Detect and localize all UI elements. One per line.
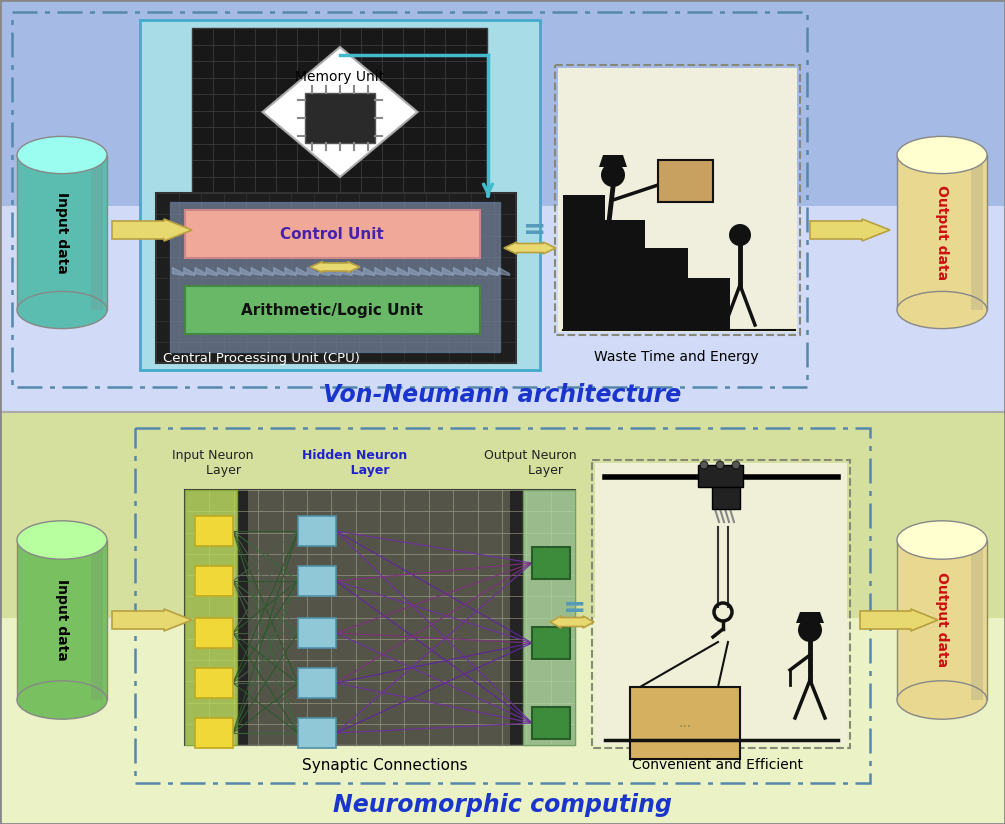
Bar — [523, 490, 575, 745]
Text: Von-Neumann architecture: Von-Neumann architecture — [323, 383, 681, 407]
Bar — [298, 618, 336, 648]
Text: Output data: Output data — [935, 185, 949, 280]
Text: Waste Time and Energy: Waste Time and Energy — [594, 350, 759, 364]
Bar — [298, 668, 336, 698]
Polygon shape — [504, 242, 556, 254]
Ellipse shape — [17, 681, 107, 719]
Bar — [971, 540, 983, 700]
Polygon shape — [112, 219, 192, 241]
Bar — [185, 490, 237, 745]
Bar — [897, 540, 987, 700]
Circle shape — [729, 224, 751, 246]
Bar — [897, 155, 987, 310]
Bar — [532, 707, 570, 739]
Bar — [195, 718, 233, 748]
Bar — [185, 490, 575, 745]
Bar — [298, 718, 336, 748]
Text: Neuromorphic computing: Neuromorphic computing — [333, 793, 671, 817]
Bar — [195, 516, 233, 546]
Ellipse shape — [17, 521, 107, 559]
Bar — [248, 490, 510, 745]
Text: =: = — [564, 594, 587, 622]
Bar — [698, 465, 743, 487]
Bar — [185, 210, 480, 258]
Bar — [91, 540, 103, 700]
Ellipse shape — [897, 681, 987, 719]
Bar — [12, 12, 807, 387]
Bar — [532, 547, 570, 579]
Bar — [195, 618, 233, 648]
Circle shape — [716, 461, 724, 469]
Polygon shape — [810, 219, 890, 241]
Bar — [558, 68, 797, 332]
Text: Input data: Input data — [55, 192, 69, 274]
Bar — [156, 193, 516, 363]
Circle shape — [732, 461, 740, 469]
Text: Memory Unit: Memory Unit — [295, 70, 385, 84]
Polygon shape — [310, 261, 360, 273]
Text: Hidden Neuron
       Layer: Hidden Neuron Layer — [303, 449, 408, 477]
Bar — [91, 155, 103, 310]
Ellipse shape — [897, 292, 987, 329]
Bar — [17, 155, 107, 310]
Bar — [630, 687, 740, 759]
Text: Central Processing Unit (CPU): Central Processing Unit (CPU) — [163, 352, 360, 364]
Ellipse shape — [897, 137, 987, 174]
Bar — [195, 668, 233, 698]
Bar — [532, 627, 570, 659]
Text: ...: ... — [678, 716, 691, 730]
Ellipse shape — [17, 292, 107, 329]
Bar — [555, 65, 800, 335]
Text: Output data: Output data — [935, 573, 949, 667]
Bar — [592, 460, 850, 748]
Text: Convenient and Efficient: Convenient and Efficient — [632, 758, 804, 772]
Bar — [971, 155, 983, 310]
Text: Input Neuron
     Layer: Input Neuron Layer — [172, 449, 253, 477]
Bar — [17, 540, 107, 700]
Bar — [595, 463, 847, 745]
Polygon shape — [796, 612, 824, 623]
Text: Synaptic Connections: Synaptic Connections — [303, 758, 467, 773]
Bar — [298, 566, 336, 596]
Bar — [135, 428, 870, 783]
Bar — [185, 286, 480, 334]
Bar — [192, 28, 487, 193]
Bar — [305, 93, 375, 143]
Ellipse shape — [17, 137, 107, 174]
Circle shape — [700, 461, 708, 469]
Text: Output Neuron
        Layer: Output Neuron Layer — [483, 449, 576, 477]
Polygon shape — [550, 616, 594, 628]
Polygon shape — [563, 195, 730, 330]
Polygon shape — [860, 609, 938, 631]
Bar — [712, 487, 740, 509]
Polygon shape — [599, 155, 627, 167]
Text: =: = — [524, 216, 547, 244]
Circle shape — [798, 618, 822, 642]
Text: Control Unit: Control Unit — [280, 227, 384, 241]
Bar — [195, 566, 233, 596]
Bar — [658, 160, 713, 202]
Polygon shape — [262, 47, 417, 177]
Bar — [170, 202, 500, 352]
Ellipse shape — [897, 521, 987, 559]
Circle shape — [601, 163, 625, 187]
Text: Arithmetic/Logic Unit: Arithmetic/Logic Unit — [241, 302, 423, 317]
Polygon shape — [112, 609, 192, 631]
Bar — [298, 516, 336, 546]
Bar — [140, 20, 540, 370]
Text: Input data: Input data — [55, 579, 69, 661]
